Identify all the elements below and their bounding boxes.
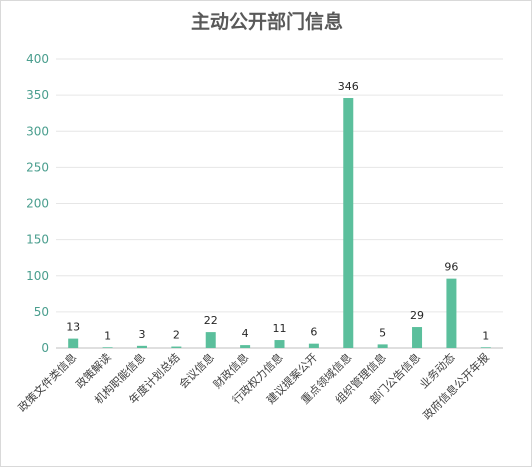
y-tick-label: 250: [26, 160, 49, 174]
y-tick-label: 0: [41, 341, 49, 355]
data-label: 1: [104, 329, 111, 342]
data-label: 2: [173, 329, 180, 342]
y-tick-label: 200: [26, 197, 49, 211]
y-tick-label: 350: [26, 88, 49, 102]
data-label: 96: [444, 261, 458, 274]
data-label: 29: [410, 309, 424, 322]
bar: [240, 345, 251, 348]
bar: [412, 327, 423, 348]
bar: [102, 347, 113, 348]
y-tick-label: 400: [26, 52, 49, 66]
data-label: 346: [338, 80, 359, 93]
bar: [136, 345, 147, 348]
data-label: 3: [138, 328, 145, 341]
y-axis-ticks: 0 50 100 150 200 250 300 350 400: [26, 52, 49, 355]
data-label: 22: [204, 314, 218, 327]
data-label: 6: [310, 326, 317, 339]
bar: [205, 332, 216, 348]
x-axis-ticks: 政策文件类信息政策解读机构职能信息年度计划总结会议信息财政信息行政权力信息建议提…: [15, 350, 492, 422]
y-tick-label: 150: [26, 233, 49, 247]
bar: [308, 343, 319, 348]
y-tick-label: 100: [26, 269, 49, 283]
bar: [274, 340, 285, 348]
data-label: 1: [482, 329, 489, 342]
bar: [343, 98, 354, 348]
bars: [68, 98, 491, 348]
data-label: 5: [379, 326, 386, 339]
bar: [480, 347, 491, 348]
data-label: 13: [66, 321, 80, 334]
bar: [171, 346, 182, 348]
y-tick-label: 300: [26, 124, 49, 138]
chart-title: 主动公开部门信息: [190, 11, 343, 33]
x-tick-label: 会议信息: [176, 350, 217, 391]
y-tick-label: 50: [34, 305, 49, 319]
bar: [446, 278, 457, 348]
gridlines: [56, 58, 503, 349]
bar: [377, 344, 388, 348]
data-label: 4: [242, 327, 249, 340]
x-tick-label: 政策文件类信息: [15, 350, 79, 414]
data-label: 11: [273, 322, 287, 335]
bar: [68, 338, 79, 348]
